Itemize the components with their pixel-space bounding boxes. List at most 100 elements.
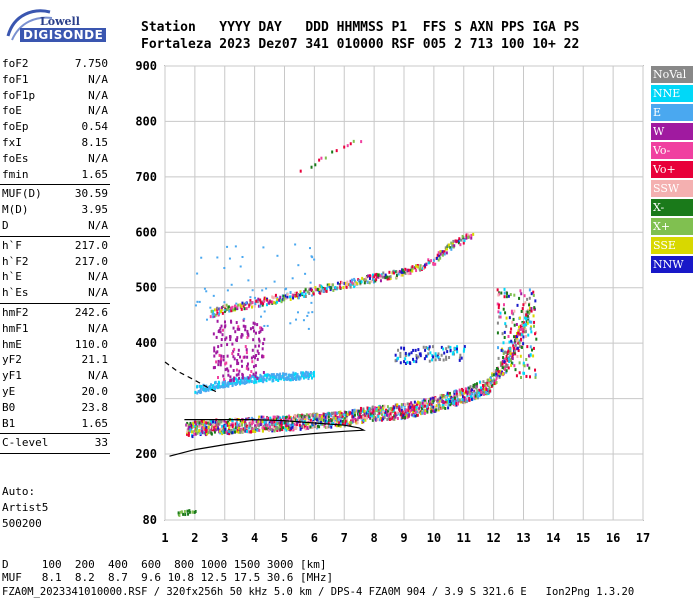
- echo-mark: [349, 285, 352, 289]
- echo-mark: [305, 416, 308, 420]
- echo-mark: [288, 425, 291, 429]
- echo-mark: [437, 356, 440, 360]
- echo-mark: [454, 399, 457, 403]
- echo-mark: [250, 302, 253, 306]
- param-name: MUF(D): [2, 187, 42, 201]
- x-tick-label: 11: [457, 531, 471, 545]
- echo-mark: [313, 374, 316, 378]
- echo-mark: [192, 425, 195, 429]
- echo-mark: [240, 427, 243, 431]
- echo-mark: [411, 269, 414, 273]
- echo-mark: [266, 298, 269, 302]
- echo-mark: [491, 383, 494, 387]
- echo-mark: [469, 385, 472, 389]
- echo-mark: [404, 267, 407, 271]
- echo-mark: [445, 347, 448, 351]
- echo-mark: [423, 411, 426, 415]
- param-name: h`F2: [2, 254, 29, 268]
- echo-mark: [445, 355, 448, 359]
- echo-mark: [406, 402, 409, 406]
- echo-mark: [222, 382, 225, 386]
- echo-mark: [249, 299, 252, 303]
- echo-mark: [528, 310, 531, 314]
- echo-mark: [203, 423, 206, 427]
- echo-mark: [404, 357, 407, 361]
- echo-mark: [251, 348, 254, 352]
- echo-mark: [261, 355, 264, 359]
- echo-mark: [361, 418, 364, 422]
- echo-mark: [376, 418, 379, 422]
- echo-mark: [297, 418, 300, 422]
- echo-mark: [263, 427, 266, 431]
- echo-mark: [372, 273, 375, 277]
- echo-mark: [419, 354, 422, 358]
- echo-mark: [502, 303, 505, 307]
- echo-mark: [285, 428, 288, 432]
- echo-mark: [289, 423, 292, 427]
- echo-mark: [243, 379, 246, 383]
- echo-mark: [521, 307, 524, 311]
- echo-mark: [322, 288, 325, 292]
- echo-mark: [468, 386, 471, 390]
- echo-mark: [324, 287, 327, 291]
- echo-mark: [374, 407, 377, 411]
- echo-mark: [337, 417, 340, 421]
- echo-mark: [401, 413, 404, 417]
- echo-mark: [281, 428, 284, 432]
- echo-mark: [248, 417, 251, 421]
- echo-mark: [252, 429, 255, 433]
- echo-mark: [393, 417, 396, 421]
- echo-mark: [263, 310, 266, 313]
- echo-mark: [285, 372, 288, 376]
- echo-mark: [257, 304, 260, 308]
- echo-mark: [293, 373, 296, 377]
- echo-mark: [224, 427, 227, 431]
- echo-mark: [432, 405, 435, 409]
- echo-mark: [230, 306, 233, 310]
- echo-mark: [458, 358, 461, 362]
- echo-mark: [200, 419, 203, 423]
- legend-item: SSW: [651, 180, 693, 197]
- echo-mark: [473, 385, 476, 389]
- echo-mark: [356, 418, 359, 422]
- echo-mark: [456, 394, 459, 398]
- echo-mark: [501, 359, 504, 363]
- echo-mark: [220, 308, 223, 312]
- y-tick-label: 800: [135, 114, 157, 128]
- echo-mark: [407, 411, 410, 415]
- echo-mark: [215, 426, 218, 430]
- echo-mark: [241, 301, 244, 305]
- echo-mark: [445, 396, 448, 400]
- muf-row: MUF 8.1 8.2 8.7 9.6 10.8 12.5 17.5 30.6 …: [2, 571, 334, 584]
- echo-mark: [532, 293, 535, 297]
- echo-mark: [395, 413, 398, 417]
- echo-mark: [528, 366, 531, 370]
- echo-mark: [507, 294, 510, 298]
- echo-mark: [508, 347, 511, 351]
- echo-mark: [246, 364, 249, 368]
- echo-mark: [292, 371, 295, 375]
- echo-mark: [338, 421, 341, 425]
- echo-mark: [308, 288, 311, 292]
- echo-mark: [226, 420, 229, 424]
- echo-mark: [251, 427, 254, 431]
- echo-mark: [523, 325, 526, 329]
- echo-mark: [479, 386, 482, 390]
- echo-mark: [227, 305, 230, 309]
- echo-mark: [259, 304, 262, 308]
- echo-mark: [273, 280, 276, 283]
- echo-mark: [319, 285, 322, 289]
- echo-mark: [368, 274, 371, 278]
- echo-mark: [303, 290, 306, 294]
- param-value: 8.15: [81, 135, 109, 149]
- echo-mark: [298, 423, 301, 427]
- echo-mark: [210, 309, 213, 313]
- echo-mark: [187, 512, 190, 516]
- echo-mark: [444, 406, 447, 410]
- echo-mark: [222, 430, 225, 434]
- echo-mark: [499, 369, 502, 373]
- echo-mark: [213, 428, 216, 432]
- echo-mark: [318, 425, 321, 429]
- echo-mark: [499, 372, 502, 376]
- echo-mark: [307, 327, 310, 330]
